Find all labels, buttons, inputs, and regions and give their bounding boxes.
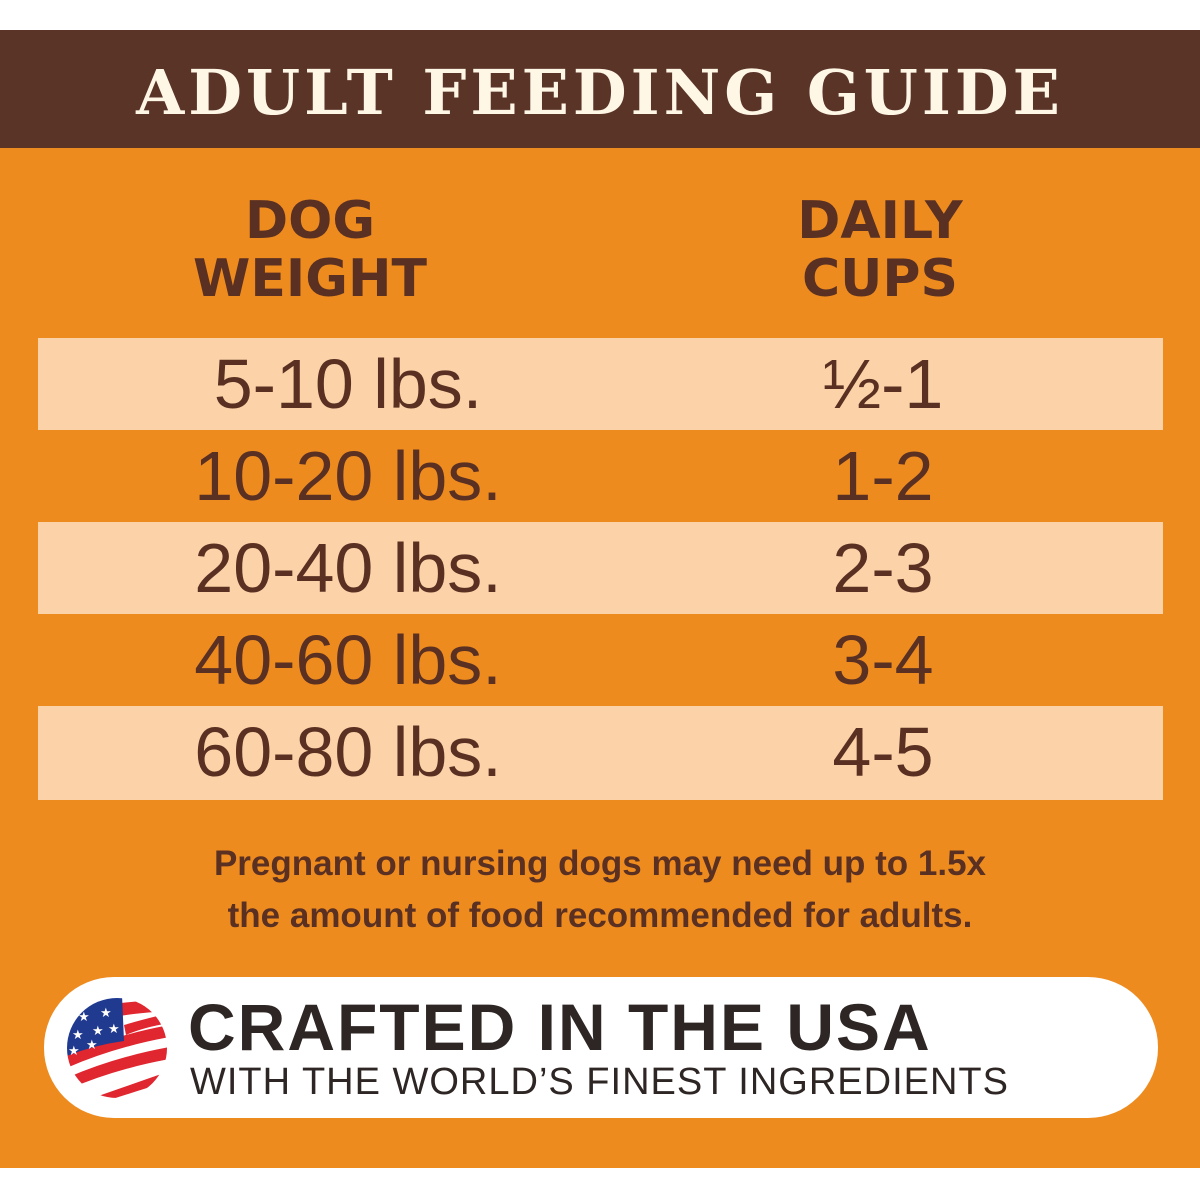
svg-text:★: ★ xyxy=(100,1006,112,1021)
header-line: CUPS xyxy=(802,249,958,309)
usa-badge: ★ ★ ★ ★ ★ ★ ★ CRAFTED IN THE USA WITH THE WO… xyxy=(44,977,1158,1118)
svg-text:★: ★ xyxy=(72,1028,84,1043)
weight-cell: 5-10 lbs. xyxy=(213,345,483,423)
table-row: 60-80 lbs. 4-5 xyxy=(38,706,1163,800)
cups-cell: 2-3 xyxy=(832,529,934,607)
cups-cell: 4-5 xyxy=(832,713,934,791)
cups-cell: ½-1 xyxy=(822,345,944,423)
weight-cell: 60-80 lbs. xyxy=(194,713,502,791)
badge-headline: CRAFTED IN THE USA xyxy=(188,990,932,1064)
header-line: DAILY xyxy=(797,191,963,251)
column-header-cups: DAILY CUPS xyxy=(730,192,1030,308)
header-line: WEIGHT xyxy=(193,249,427,309)
table-row: 20-40 lbs. 2-3 xyxy=(38,522,1163,614)
badge-subline: WITH THE WORLD’S FINEST INGREDIENTS xyxy=(190,1061,1009,1103)
page-title: ADULT FEEDING GUIDE xyxy=(136,56,1064,129)
svg-text:★: ★ xyxy=(86,1038,98,1053)
svg-text:★: ★ xyxy=(108,1022,120,1037)
nursing-note: Pregnant or nursing dogs may need up to … xyxy=(0,838,1200,942)
us-flag-icon: ★ ★ ★ ★ ★ ★ ★ xyxy=(67,998,167,1098)
svg-text:★: ★ xyxy=(78,1010,90,1025)
weight-cell: 10-20 lbs. xyxy=(194,437,502,515)
weight-cell: 40-60 lbs. xyxy=(194,621,502,699)
weight-cell: 20-40 lbs. xyxy=(194,529,502,607)
title-banner: ADULT FEEDING GUIDE xyxy=(0,30,1200,148)
note-line: Pregnant or nursing dogs may need up to … xyxy=(213,844,987,883)
cups-cell: 3-4 xyxy=(832,621,934,699)
table-row: 5-10 lbs. ½-1 xyxy=(38,338,1163,430)
svg-text:★: ★ xyxy=(68,1044,80,1059)
table-row: 40-60 lbs. 3-4 xyxy=(38,614,1163,706)
note-line: the amount of food recommended for adult… xyxy=(227,896,973,935)
table-row: 10-20 lbs. 1-2 xyxy=(38,430,1163,522)
svg-text:★: ★ xyxy=(92,1024,104,1039)
column-header-weight: DOG WEIGHT xyxy=(150,192,470,308)
header-line: DOG xyxy=(244,191,376,251)
cups-cell: 1-2 xyxy=(832,437,934,515)
